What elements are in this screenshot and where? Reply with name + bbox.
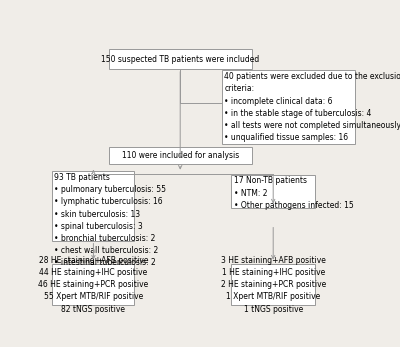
Text: 28 HE staining+AFB positive
44 HE staining+IHC positive
46 HE staining+PCR posit: 28 HE staining+AFB positive 44 HE staini… [38, 256, 148, 314]
Text: 110 were included for analysis: 110 were included for analysis [122, 151, 239, 160]
FancyBboxPatch shape [231, 175, 315, 208]
Text: 3 HE staining+AFB positive
1 HE staining+IHC positive
2 HE staining+PCR positive: 3 HE staining+AFB positive 1 HE staining… [220, 256, 326, 314]
Text: 150 suspected TB patients were included: 150 suspected TB patients were included [101, 54, 259, 64]
Text: 17 Non-TB patients
• NTM: 2
• Other pathogens infected: 15: 17 Non-TB patients • NTM: 2 • Other path… [234, 176, 353, 210]
FancyBboxPatch shape [222, 70, 355, 144]
Text: 40 patients were excluded due to the exclusion
criteria:
• incomplete clinical d: 40 patients were excluded due to the exc… [224, 72, 400, 142]
FancyBboxPatch shape [109, 146, 252, 164]
FancyBboxPatch shape [109, 49, 252, 69]
FancyBboxPatch shape [231, 264, 315, 305]
FancyBboxPatch shape [52, 264, 134, 305]
Text: 93 TB patients
• pulmonary tuberculosis: 55
• lymphatic tuberculosis: 16
• skin : 93 TB patients • pulmonary tuberculosis:… [54, 173, 166, 267]
FancyBboxPatch shape [52, 171, 134, 241]
